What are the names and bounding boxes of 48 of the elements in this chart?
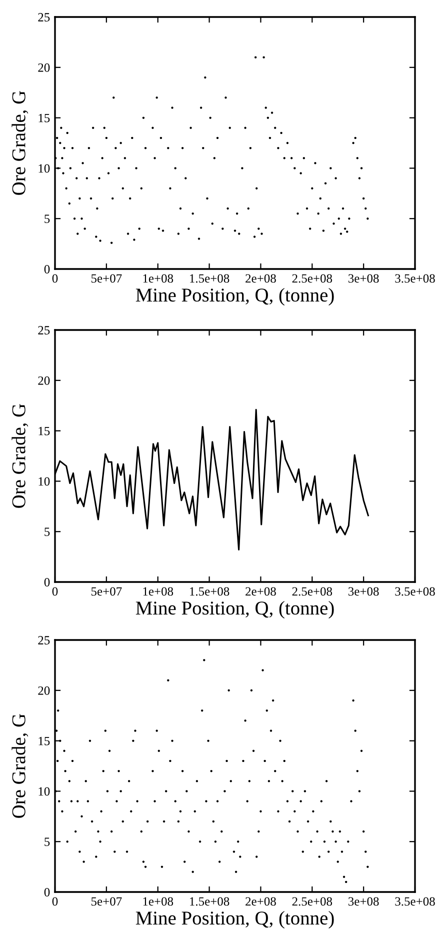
x-tick-label: 1.5e+08 [190,897,230,906]
y-tick-label: 20 [38,376,50,385]
x-tick-label: 0 [52,274,58,283]
y-tick-label: 5 [44,214,50,224]
x-tick-label: 1.5e+08 [190,274,230,283]
y-tick-label: 0 [44,265,50,274]
y-tick-label: 25 [38,326,50,334]
y-axis-title: Ore Grade, G [12,90,28,195]
y-tick-label: 25 [38,13,50,22]
x-axis-title: Mine Position, Q, (tonne) [136,600,334,619]
x-tick-label: 3e+08 [348,897,379,906]
y-tick-label: 10 [38,164,50,173]
y-axis-title: Ore Grade, G [12,714,28,818]
x-tick-label: 5e+07 [91,587,122,596]
x-axis-title: Mine Position, Q, (tonne) [136,288,334,306]
x-tick-label: 1.5e+08 [190,587,230,596]
x-tick-label: 2e+08 [246,897,276,906]
x-tick-label: 3e+08 [348,274,379,283]
x-tick-label: 1e+08 [143,274,174,283]
y-tick-label: 10 [38,477,50,486]
y-tick-label: 15 [38,736,50,746]
x-tick-label: 3.5e+08 [395,897,435,906]
y-tick-label: 5 [44,528,50,536]
y-tick-label: 20 [38,63,50,72]
x-tick-label: 2e+08 [246,274,276,283]
x-tick-label: 1e+08 [143,587,174,596]
x-tick-label: 2.5e+08 [292,897,332,906]
y-tick-label: 5 [44,838,50,846]
y-tick-label: 10 [38,787,50,796]
y-tick-label: 0 [44,888,50,896]
x-tick-label: 3e+08 [348,587,379,596]
x-tick-label: 5e+07 [91,897,122,906]
x-tick-label: 0 [52,897,58,906]
x-tick-label: 2.5e+08 [292,274,332,283]
y-tick-label: 0 [44,578,50,586]
x-tick-label: 2e+08 [246,587,276,596]
x-tick-label: 2.5e+08 [292,587,332,596]
y-tick-label: 15 [38,426,50,436]
x-tick-label: 3.5e+08 [395,587,435,596]
x-tick-label: 5e+07 [91,274,122,283]
x-tick-label: 0 [52,587,58,596]
x-axis-title: Mine Position, Q, (tonne) [136,910,334,929]
y-axis-title: Ore Grade, G [12,404,28,508]
y-tick-label: 20 [38,686,50,695]
x-tick-label: 3.5e+08 [395,274,435,283]
y-tick-label: 25 [38,636,50,644]
x-tick-label: 1e+08 [143,897,174,906]
y-tick-label: 15 [38,114,50,122]
